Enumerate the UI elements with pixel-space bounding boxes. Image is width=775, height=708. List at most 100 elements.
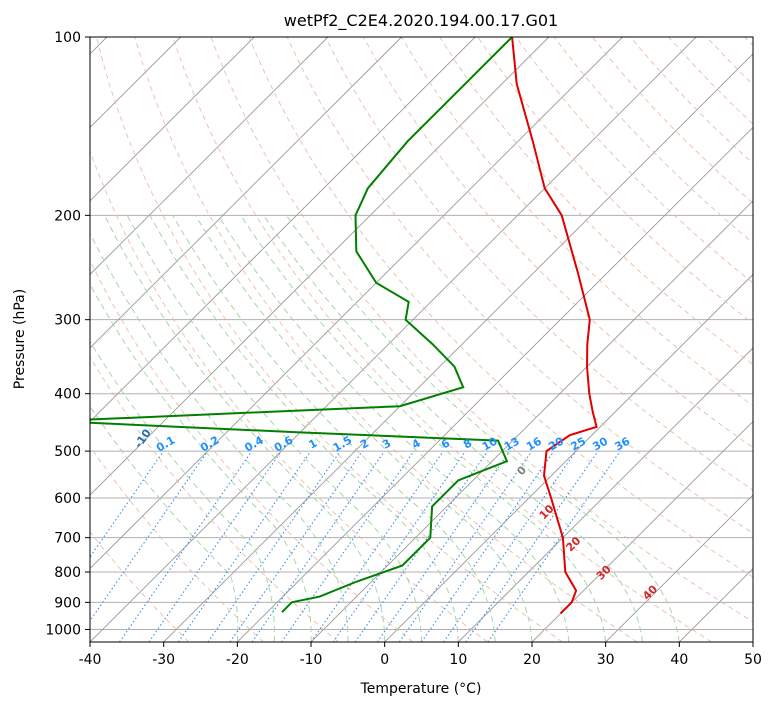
isotherm-line [458, 347, 753, 642]
mixing-ratio-line [421, 450, 555, 642]
mixing-ratio-line [90, 450, 209, 622]
moist-adiabat-line [90, 283, 312, 642]
mixing-ratio-label: 3 [380, 437, 393, 452]
x-tick-label: 0 [380, 652, 389, 668]
dry-adiabat-line [90, 445, 264, 642]
mixing-ratio-line [148, 450, 282, 642]
isotherm-line [163, 53, 753, 642]
x-axis-ticks: -40 -30 -20 -10 0 10 20 30 40 50 [79, 642, 762, 668]
x-tick-label: -10 [300, 652, 323, 668]
moist-adiabat-line [217, 215, 570, 642]
isotherm-line [90, 37, 476, 423]
chart-title: wetPf2_C2E4.2020.194.00.17.G01 [284, 11, 558, 31]
moist-adiabat-label: 30 [594, 563, 614, 583]
y-tick-label: 800 [54, 565, 81, 581]
temperature-line [511, 37, 598, 615]
dewpoint-line [90, 37, 513, 613]
mixing-ratio-line [177, 450, 312, 642]
mixing-ratio-label: 2 [358, 437, 371, 452]
pressure-gridlines [90, 37, 753, 630]
mixing-ratio-line [443, 450, 577, 642]
isotherm-line [90, 37, 697, 642]
moist-adiabat-line [90, 340, 275, 642]
chart-title-group: wetPf2_C2E4.2020.194.00.17.G01 [284, 11, 558, 31]
moist-adiabat-label: 0 [514, 463, 529, 478]
y-tick-label: 400 [54, 387, 81, 403]
isotherm-line [237, 126, 753, 642]
mixing-ratio-label: 1 [306, 437, 319, 452]
y-tick-label: 500 [54, 444, 81, 460]
x-tick-label: -40 [79, 652, 102, 668]
x-tick-label: 10 [449, 652, 467, 668]
y-tick-label: 100 [54, 30, 81, 46]
mixing-ratio-line [332, 450, 466, 642]
dry-adiabat-line [172, 37, 712, 642]
dry-adiabat-line [591, 37, 753, 204]
mixing-ratio-line [376, 450, 511, 642]
y-axis-ticks: 100 200 300 400 500 600 700 800 900 1000 [45, 30, 90, 638]
moist-adiabat-line [104, 215, 386, 642]
isotherm-line [90, 37, 550, 496]
isotherm-line [90, 37, 623, 570]
dry-adiabat-line [248, 37, 753, 578]
mixing-ratio-line [281, 450, 415, 642]
mixing-ratio-line [310, 450, 444, 642]
moist-adiabat-line [285, 215, 680, 642]
moist-adiabat-line [263, 215, 643, 642]
x-tick-label: 30 [597, 652, 615, 668]
isotherm-line [605, 494, 753, 642]
y-tick-label: 200 [54, 208, 81, 224]
dry-adiabat-line [439, 37, 753, 366]
isotherm-line [679, 567, 753, 642]
mixing-ratio-line [207, 450, 341, 642]
dry-adiabat-line [744, 37, 753, 47]
x-tick-label: 20 [523, 652, 541, 668]
dry-adiabat-line [90, 149, 488, 642]
mixing-ratio-line [398, 450, 533, 642]
isotherm-line [90, 37, 402, 349]
moist-adiabat-line [126, 215, 422, 642]
dry-adiabat-line [477, 37, 753, 325]
dry-adiabat-line [668, 37, 753, 125]
x-tick-label: -30 [152, 652, 175, 668]
mixing-ratio-line [251, 450, 385, 642]
y-tick-label: 1000 [45, 622, 81, 638]
dry-adiabat-line [90, 531, 190, 642]
dry-adiabat-line [401, 37, 753, 407]
y-tick-label: 900 [54, 595, 81, 611]
dry-adiabat-line [515, 37, 753, 284]
y-axis-label: Pressure (hPa) [12, 289, 28, 389]
dry-adiabat-line [96, 37, 563, 642]
x-tick-label: 40 [670, 652, 688, 668]
mixing-ratio-line [487, 450, 621, 642]
auxiliary-lines [90, 37, 753, 642]
y-tick-label: 300 [54, 313, 81, 329]
moist-adiabat-line [240, 215, 607, 642]
dry-adiabat-line [134, 37, 638, 642]
isotherm-line [310, 200, 753, 642]
x-tick-label: -20 [226, 652, 249, 668]
mixing-ratio-line [229, 450, 363, 642]
isotherm-line [90, 37, 329, 276]
moist-adiabat-line [149, 215, 459, 642]
y-tick-label: 600 [54, 491, 81, 507]
dry-adiabat-line [286, 37, 753, 534]
y-tick-label: 700 [54, 531, 81, 547]
dry-adiabat-line [706, 37, 753, 86]
plot-frame [89, 36, 754, 643]
mixing-ratio-line [90, 450, 164, 558]
dry-adiabat-line [90, 259, 414, 642]
isotherm-line [90, 37, 255, 202]
profile-lines [90, 37, 598, 615]
moist-adiabat-line [90, 232, 349, 642]
moist-adiabat-line [172, 215, 496, 642]
x-tick-label: 50 [744, 652, 762, 668]
isotherm-line [531, 420, 753, 642]
moist-adiabat-label: 20 [563, 534, 583, 554]
isotherm-line [384, 273, 753, 642]
mixing-ratio-line [119, 450, 253, 642]
moist-adiabat-line [194, 215, 533, 642]
x-axis-label: Temperature (°C) [360, 681, 482, 697]
mixing-ratio-label: 4 [410, 436, 423, 451]
